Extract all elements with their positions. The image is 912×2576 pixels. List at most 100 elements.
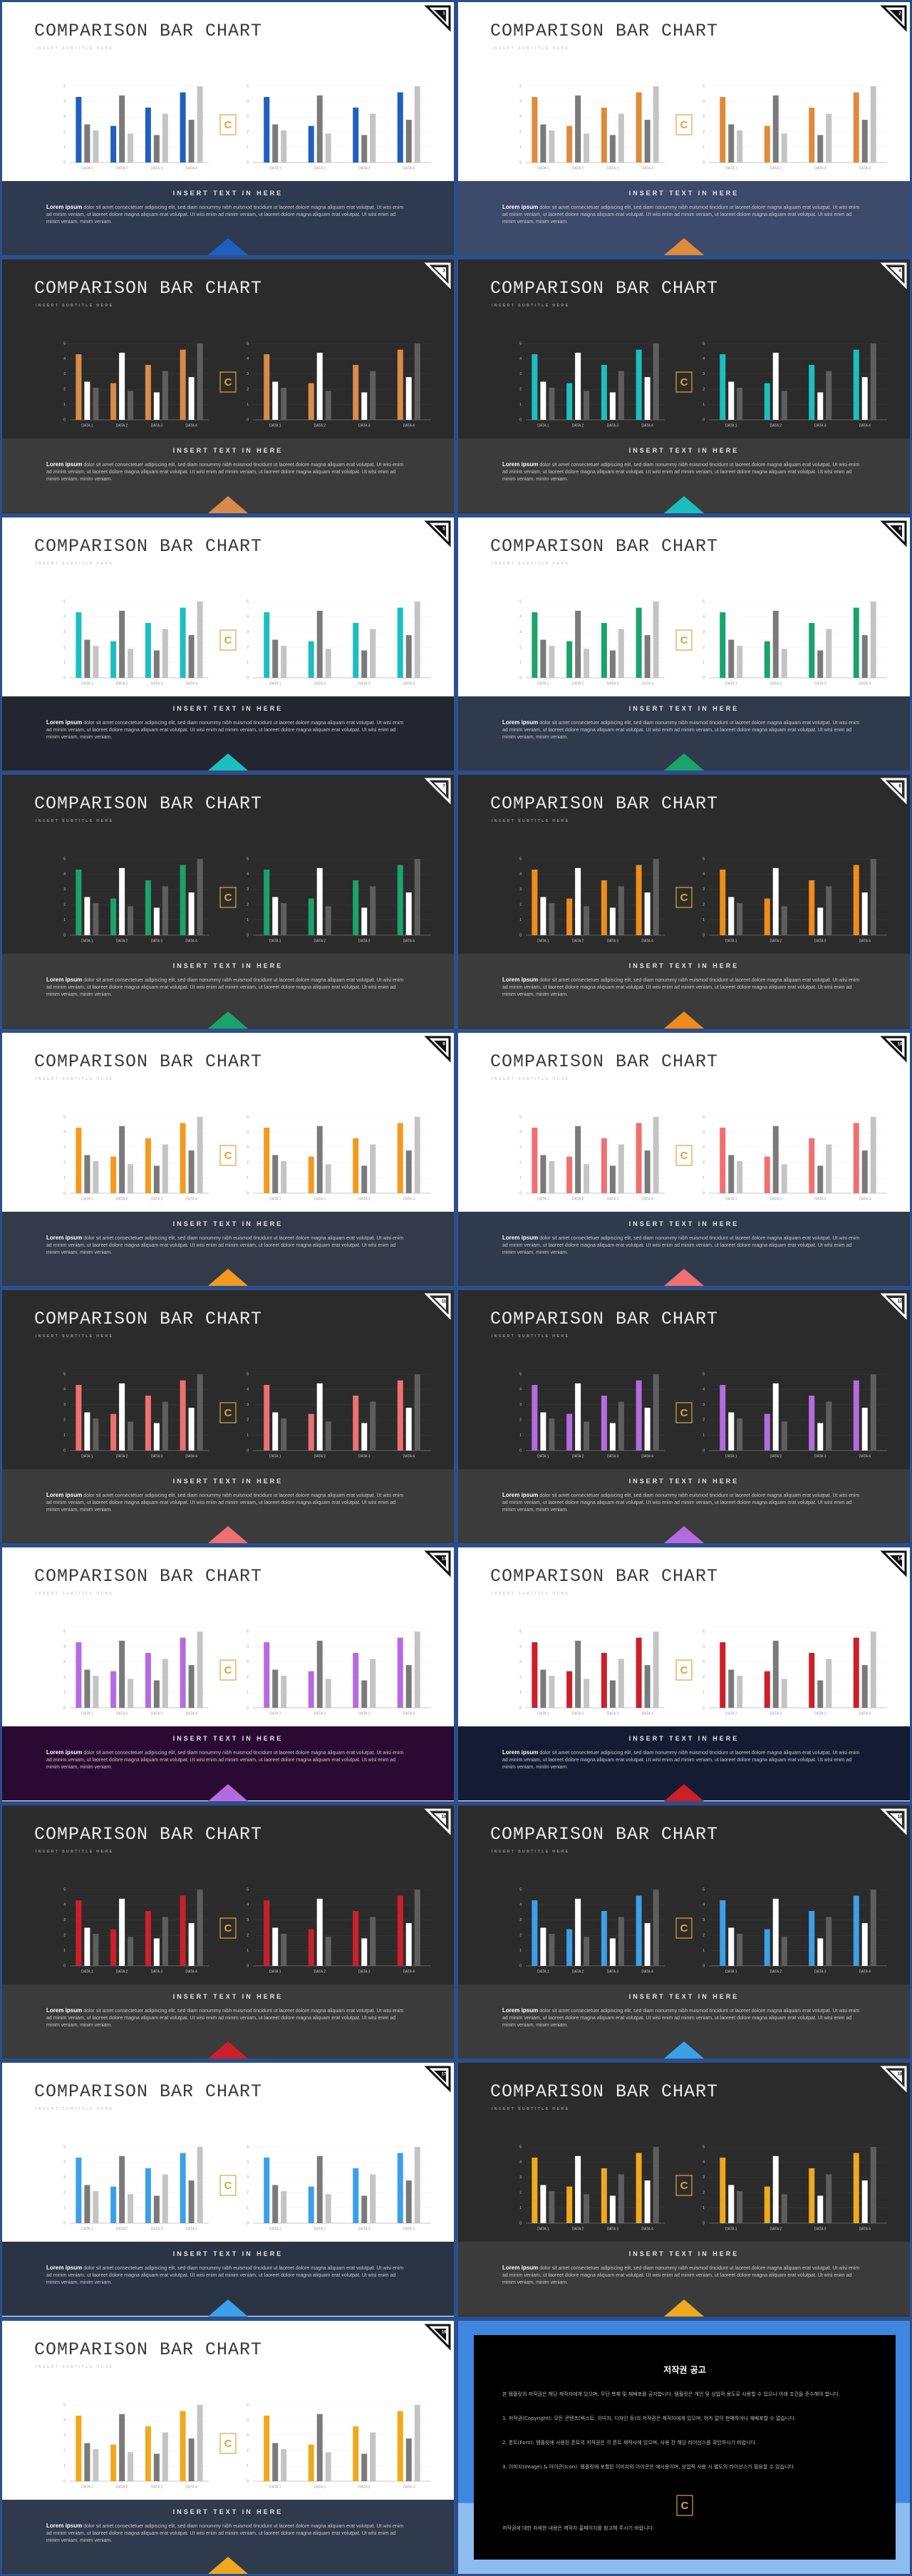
slide-title: COMPARISON BAR CHART [490, 278, 719, 299]
y-tick-label: 2 [703, 388, 705, 392]
slide: COMPARISON BAR CHART INSERT SUBTITLE HERE… [2, 259, 454, 513]
bar [119, 2413, 125, 2481]
y-tick-label: 1 [63, 1176, 66, 1180]
bar [584, 2194, 590, 2224]
footer-body: dolor sit amet consectetuer adipiscing e… [46, 978, 404, 998]
x-tick-label: DATA 2 [116, 166, 128, 170]
slide-title: COMPARISON BAR CHART [34, 2339, 263, 2360]
corner-icon-inner [890, 1813, 902, 1825]
bar [405, 1665, 412, 1709]
y-tick-label: 1 [63, 2464, 66, 2468]
x-tick-label: DATA 2 [770, 1197, 782, 1201]
bar [188, 377, 195, 421]
corner-icon [424, 1808, 451, 1835]
x-tick-label: DATA 4 [859, 681, 871, 686]
y-tick-label: 2 [247, 2191, 249, 2195]
corner-icon [424, 2324, 451, 2351]
x-tick-label: DATA 3 [814, 424, 826, 428]
y-tick-label: 0 [519, 418, 522, 423]
bar [405, 634, 412, 678]
slide-title: COMPARISON BAR CHART [34, 1309, 263, 1329]
slide: COMPARISON BAR CHART INSERT SUBTITLE HERE… [2, 1547, 454, 1801]
slide-number: 16 [898, 1815, 903, 1819]
slide-subtitle: INSERT SUBTITLE HERE [36, 304, 114, 309]
corner-icon [880, 1808, 907, 1835]
bar [153, 2453, 160, 2481]
bar [861, 892, 868, 936]
x-tick-label: DATA 2 [116, 939, 128, 944]
x-tick-label: DATA 3 [607, 1454, 619, 1458]
bar [566, 641, 573, 678]
bar [414, 1116, 420, 1193]
bar [308, 1671, 314, 1709]
logo-box [219, 629, 237, 651]
bar [601, 1138, 607, 1193]
slide: COMPARISON BAR CHART INSERT SUBTITLE HERE… [458, 775, 910, 1029]
x-tick-label: DATA 1 [269, 1969, 281, 1974]
triangle [664, 1011, 704, 1029]
slide-title: COMPARISON BAR CHART [490, 793, 719, 815]
logo-box [675, 371, 693, 393]
copyright-paragraph: 2. 폰트(Font): 템플릿에 사용된 폰트의 저작권은 각 폰트 제작사에… [502, 2439, 757, 2446]
bar [119, 95, 125, 163]
bar [540, 1927, 546, 1966]
x-tick-label: DATA 2 [116, 1454, 128, 1458]
x-tick-label: DATA 3 [607, 2227, 619, 2232]
slide-title: COMPARISON BAR CHART [490, 1823, 719, 1845]
y-tick-label: 5 [703, 599, 705, 604]
x-tick-label: DATA 1 [725, 681, 737, 686]
logo-box [219, 114, 237, 135]
y-tick-label: 5 [519, 342, 522, 346]
y-tick-label: 1 [703, 1176, 705, 1180]
bar [180, 865, 186, 936]
x-tick-label: DATA 2 [116, 1969, 128, 1974]
y-tick-label: 2 [63, 645, 66, 649]
bar [397, 2153, 403, 2224]
copyright-slide: 저작권 공고 본 템플릿의 저작권은 해당 제작자에게 있으며, 무단 복제 및 … [458, 2320, 910, 2574]
slide: COMPARISON BAR CHART INSERT SUBTITLE HERE… [2, 2320, 454, 2574]
x-tick-label: DATA 1 [537, 939, 549, 944]
bar [532, 354, 538, 421]
y-tick-label: 4 [247, 872, 249, 877]
y-tick-label: 1 [519, 1176, 522, 1180]
bar [316, 2156, 323, 2224]
bar [180, 349, 186, 421]
bar [188, 1665, 195, 1709]
bar [308, 2186, 314, 2224]
bar [772, 1383, 779, 1451]
bar [370, 1659, 376, 1709]
corner-icon [424, 1293, 451, 1320]
bar [145, 880, 151, 936]
y-tick-label: 5 [247, 599, 249, 604]
y-tick-label: 2 [519, 130, 522, 135]
y-tick-label: 3 [519, 115, 522, 119]
bar [644, 634, 651, 678]
bar [353, 107, 359, 163]
bar [870, 2147, 876, 2224]
copyright-paragraph: 1. 저작권(Copyright): 모든 콘텐츠(텍스트, 이미지, 디자인 … [502, 2415, 797, 2421]
bar [361, 135, 368, 163]
triangle-shape [664, 2299, 704, 2317]
bar [272, 2443, 279, 2481]
bar [188, 892, 195, 936]
x-tick-label: DATA 1 [269, 1197, 281, 1201]
slide-subtitle: INSERT SUBTITLE HERE [36, 1334, 114, 1339]
y-tick-label: 4 [703, 1903, 705, 1907]
y-tick-label: 5 [63, 1887, 66, 1892]
bar [532, 1642, 538, 1709]
bar [119, 2156, 125, 2224]
corner-icon [424, 1036, 451, 1063]
bar [636, 349, 642, 421]
y-tick-label: 4 [519, 1645, 522, 1649]
y-tick-label: 2 [703, 2191, 705, 2195]
slide-number: 15 [442, 1815, 447, 1819]
bar [817, 1938, 824, 1966]
bar [549, 1933, 555, 1966]
bar [566, 898, 573, 936]
bar [609, 1938, 616, 1966]
footer-lead: Lorem ipsum [46, 977, 83, 984]
bar [325, 391, 331, 421]
slide-title: COMPARISON BAR CHART [34, 1566, 263, 1587]
slide-charts: 4 0 1 2 3 4 5 DATA 1 DATA 2 DATA 3 DATA 4 0 1 2 3 4 5 DAT… [519, 262, 907, 428]
bar [414, 2147, 420, 2224]
